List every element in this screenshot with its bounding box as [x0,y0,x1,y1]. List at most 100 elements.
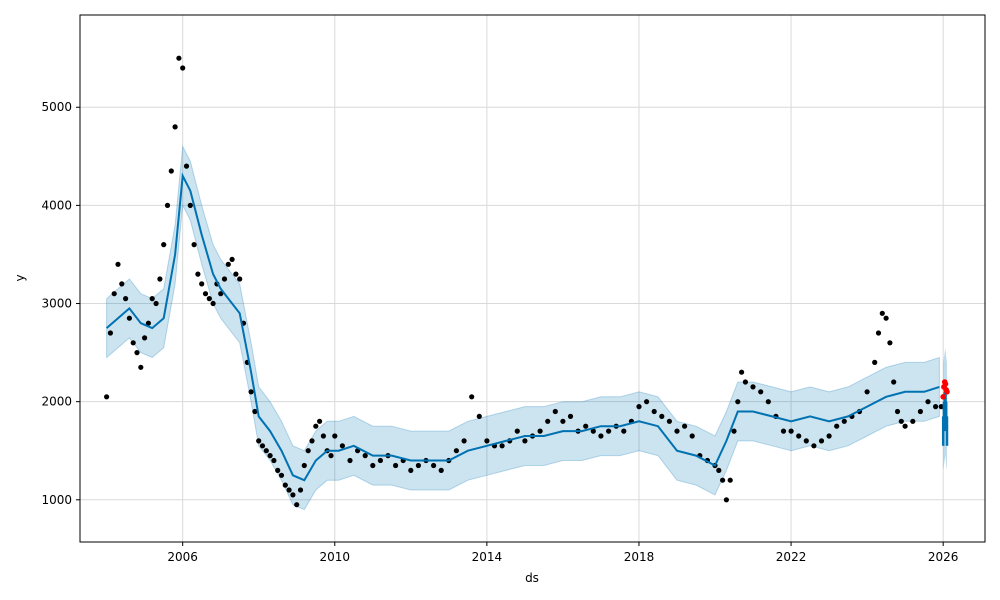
observed-point [153,300,159,307]
observed-point [938,404,944,410]
observed-point [206,296,212,302]
observed-point [221,276,228,282]
observed-point [476,413,482,419]
observed-point [552,408,558,415]
observed-point [263,448,269,454]
observed-point [499,443,505,449]
observed-points [104,55,944,508]
observed-point [408,467,414,473]
observed-point [720,477,726,483]
observed-point [898,418,904,424]
observed-point [267,453,273,459]
observed-point [248,389,254,395]
observed-point [621,428,627,434]
observed-point [598,433,604,439]
observed-point [199,281,205,287]
observed-point [256,438,262,444]
observed-point [545,418,551,424]
highlight-points [940,379,950,400]
observed-point [453,448,459,454]
observed-point [469,394,475,400]
observed-point [313,423,319,429]
observed-point [104,394,110,400]
x-tick-label: 2022 [776,550,807,564]
observed-point [742,379,749,385]
observed-point [149,296,155,302]
observed-point [157,276,163,282]
observed-point [796,433,802,439]
observed-point [415,462,421,469]
observed-point [259,443,266,449]
observed-point [191,242,197,248]
observed-point [727,477,733,483]
observed-point [161,242,167,248]
observed-point [271,457,277,464]
forecast-line-path [105,172,940,482]
observed-point [438,467,444,473]
observed-point [583,423,589,429]
observed-point [925,399,931,405]
x-tick-label: 2026 [928,550,959,564]
observed-point [309,438,315,444]
observed-point [917,408,924,415]
observed-point [644,399,650,405]
observed-point [107,330,113,336]
observed-point [818,438,825,444]
observed-point [195,271,201,277]
observed-point [172,124,178,130]
plot-frame [79,14,986,543]
x-tick-label: 2018 [624,550,655,564]
observed-point [294,502,300,508]
observed-point [933,404,939,410]
observed-point [328,453,334,459]
observed-point [286,487,292,493]
observed-point [803,438,809,444]
highlight-point [940,394,946,400]
observed-point [176,55,182,61]
observed-point [123,296,129,302]
y-tick-label: 5000 [41,100,72,114]
observed-point [514,428,520,434]
observed-point [651,408,657,415]
observed-point [180,65,186,71]
observed-point [301,462,307,469]
observed-point [297,487,304,493]
observed-point [164,202,171,208]
observed-point [910,418,916,424]
observed-point [119,281,125,287]
observed-point [115,261,121,267]
observed-point [145,320,151,326]
x-axis-title: ds [525,571,539,585]
observed-point [716,467,722,473]
observed-point [674,428,680,434]
observed-point [567,413,574,419]
y-tick-label: 3000 [41,297,72,311]
observed-point [883,315,889,321]
observed-point [305,448,311,454]
observed-point [636,404,642,410]
observed-point [826,433,832,439]
observed-point [317,418,323,424]
observed-point [689,433,695,439]
observed-point [887,340,893,346]
observed-point [237,276,243,282]
observed-point [187,202,193,208]
observed-point [370,462,376,469]
observed-point [377,457,383,464]
x-tick-label: 2014 [472,550,503,564]
observed-point [202,291,209,297]
forecast-line [105,172,940,482]
observed-point [233,271,239,277]
x-tick-label: 2006 [167,550,198,564]
observed-point [275,467,281,473]
grid-lines [80,15,985,542]
observed-point [431,462,437,469]
observed-point [894,408,901,415]
observed-point [750,384,756,390]
observed-point [339,443,345,449]
y-tick-label: 2000 [41,395,72,409]
observed-point [666,418,673,424]
x-tick-label: 2010 [319,550,350,564]
y-axis-title: y [13,274,27,281]
